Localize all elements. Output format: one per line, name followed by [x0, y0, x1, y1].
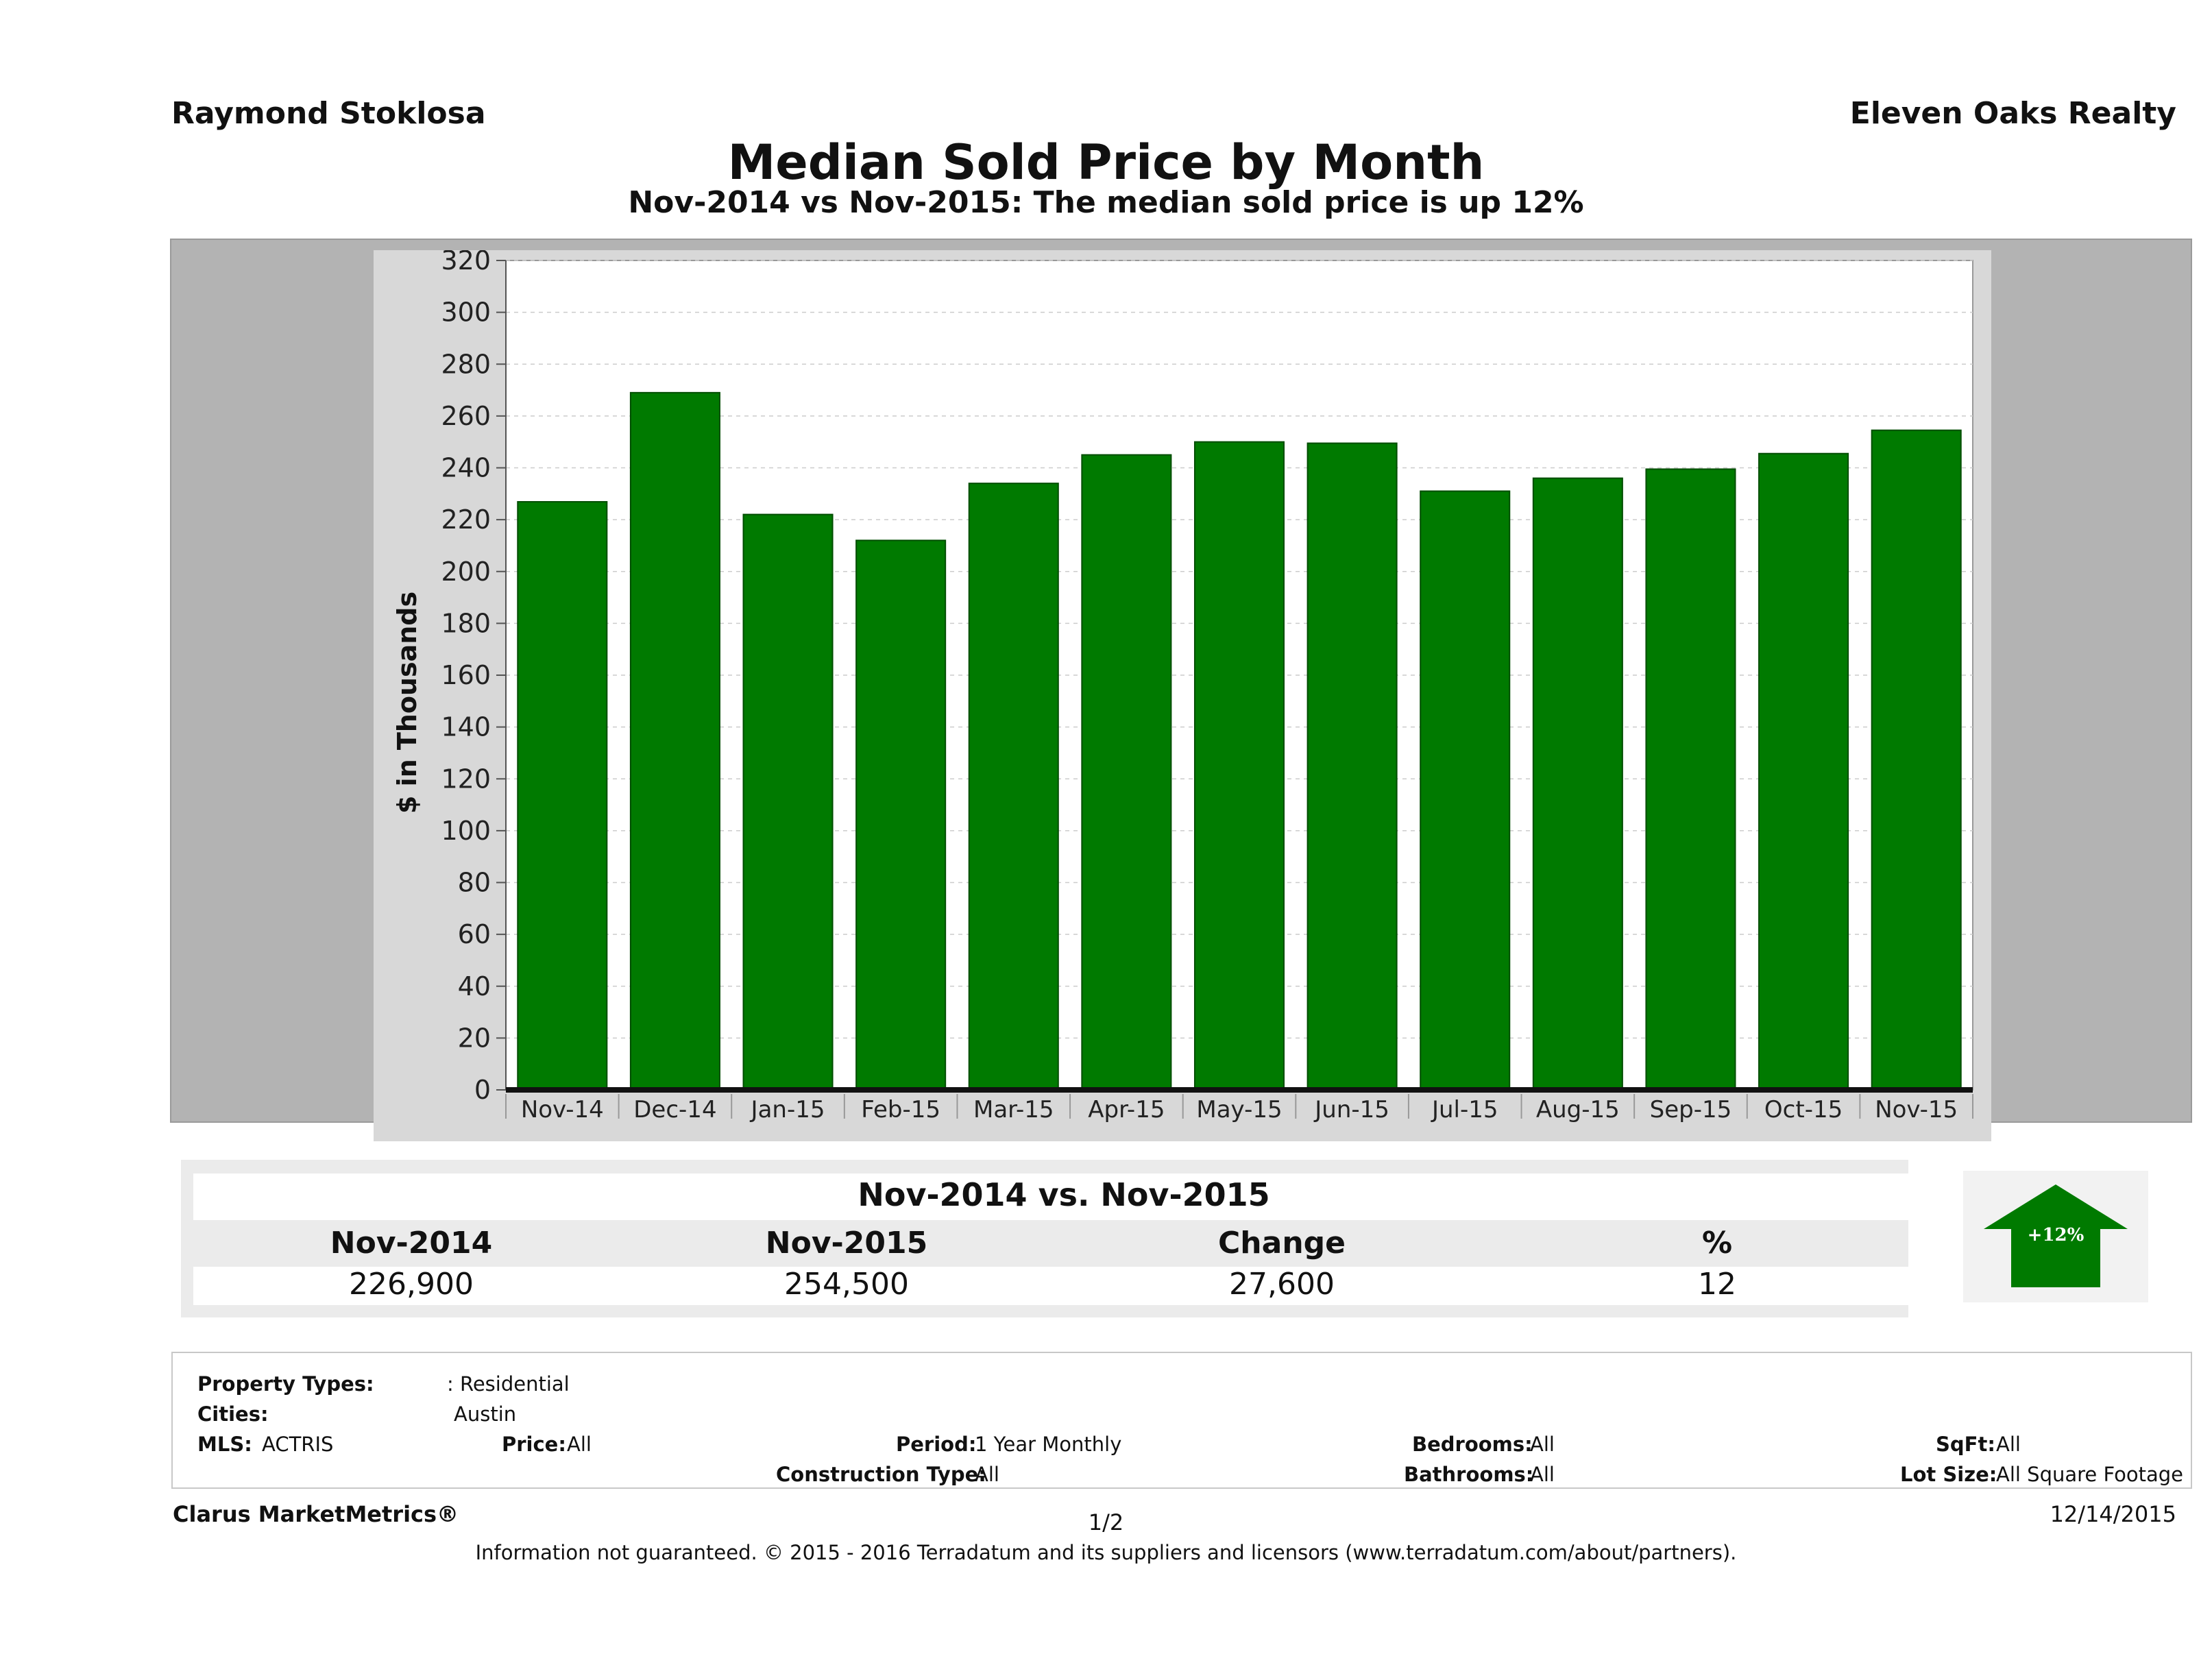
- change-badge-box: +12%: [1963, 1171, 2148, 1302]
- x-tick-label: Oct-15: [1764, 1096, 1843, 1123]
- x-tick-label: Mar-15: [973, 1096, 1054, 1123]
- x-tick-label: Jan-15: [750, 1096, 825, 1123]
- y-tick-label: 180: [441, 608, 491, 638]
- agent-name: Raymond Stoklosa: [171, 96, 486, 131]
- x-tick-label: Aug-15: [1536, 1096, 1620, 1123]
- y-tick-label: 320: [441, 250, 491, 276]
- y-tick-label: 280: [441, 349, 491, 379]
- cities-value: Austin: [454, 1402, 517, 1426]
- bar-aug-15: [1532, 477, 1623, 1091]
- up-arrow-icon: +12%: [1984, 1184, 2128, 1287]
- summary-heading-row: [193, 1174, 1934, 1220]
- bar-mar-15: [968, 483, 1059, 1091]
- lot-size-label: Lot Size:: [1900, 1463, 1997, 1486]
- x-tick-label: Apr-15: [1088, 1096, 1165, 1123]
- product-name: Clarus MarketMetrics®: [173, 1501, 459, 1527]
- y-tick-label: 120: [441, 764, 491, 794]
- summary-col-change: Change: [1218, 1226, 1346, 1261]
- summary-col-percent: %: [1701, 1226, 1733, 1261]
- y-tick-label: 240: [441, 453, 491, 483]
- x-tick-label: Sep-15: [1650, 1096, 1732, 1123]
- bedrooms-label: Bedrooms:: [1412, 1433, 1533, 1456]
- construction-value: All: [975, 1463, 999, 1486]
- bar-jul-15: [1420, 490, 1511, 1091]
- bar-jan-15: [742, 513, 834, 1091]
- chart-subtitle: Nov-2014 vs Nov-2015: The median sold pr…: [628, 185, 1584, 220]
- bar-oct-15: [1758, 452, 1849, 1091]
- summary-col-start: Nov-2014: [330, 1226, 493, 1261]
- period-value: 1 Year Monthly: [975, 1433, 1122, 1456]
- y-tick-label: 140: [441, 712, 491, 742]
- y-tick-label: 0: [474, 1075, 491, 1105]
- bathrooms-value: All: [1530, 1463, 1555, 1486]
- bar-feb-15: [855, 539, 947, 1091]
- property-types-label: Property Types:: [197, 1372, 374, 1396]
- y-tick-label: 160: [441, 660, 491, 690]
- x-tick-label: May-15: [1196, 1096, 1282, 1123]
- x-tick-label: Nov-14: [521, 1096, 604, 1123]
- bar-may-15: [1193, 441, 1285, 1091]
- x-tick-label: Jul-15: [1431, 1096, 1498, 1123]
- y-tick-label: 60: [458, 919, 491, 949]
- summary-value-end: 254,500: [784, 1267, 909, 1302]
- brokerage-name: Eleven Oaks Realty: [1849, 96, 2176, 131]
- sqft-label: SqFt:: [1936, 1433, 1995, 1456]
- summary-value-percent: 12: [1698, 1267, 1736, 1302]
- bar-sep-15: [1645, 468, 1736, 1091]
- bedrooms-value: All: [1530, 1433, 1555, 1456]
- construction-label: Construction Type:: [776, 1463, 986, 1486]
- y-tick-label: 80: [458, 868, 491, 898]
- property-types-value: : Residential: [447, 1372, 570, 1396]
- summary-value-start: 226,900: [349, 1267, 474, 1302]
- price-value: All: [567, 1433, 592, 1456]
- price-label: Price:: [502, 1433, 566, 1456]
- sqft-value: All: [1996, 1433, 2021, 1456]
- y-tick-label: 20: [458, 1023, 491, 1053]
- report-date: 12/14/2015: [2050, 1501, 2176, 1527]
- x-tick-label: Nov-15: [1875, 1096, 1958, 1123]
- y-tick-label: 220: [441, 504, 491, 535]
- bar-jun-15: [1306, 442, 1398, 1091]
- summary-heading: Nov-2014 vs. Nov-2015: [858, 1176, 1270, 1213]
- x-tick-label: Dec-14: [633, 1096, 716, 1123]
- period-label: Period:: [896, 1433, 977, 1456]
- y-tick-label: 100: [441, 816, 491, 846]
- x-tick-label: Jun-15: [1313, 1096, 1389, 1123]
- mls-label: MLS:: [197, 1433, 252, 1456]
- y-tick-label: 200: [441, 557, 491, 587]
- y-tick-label: 300: [441, 297, 491, 328]
- mls-value: ACTRIS: [262, 1433, 334, 1456]
- lot-size-value: All Square Footage: [1996, 1463, 2184, 1486]
- bar-nov-15: [1871, 429, 1962, 1091]
- chart-title: Median Sold Price by Month: [727, 134, 1485, 191]
- page-number: 1/2: [1088, 1509, 1124, 1535]
- summary-value-change: 27,600: [1229, 1267, 1335, 1302]
- bathrooms-label: Bathrooms:: [1404, 1463, 1534, 1486]
- filters-panel: Property Types: : Residential Cities: Au…: [171, 1352, 2192, 1489]
- y-tick-label: 260: [441, 401, 491, 431]
- bar-apr-15: [1081, 454, 1172, 1091]
- disclaimer: Information not guaranteed. © 2015 - 201…: [475, 1541, 1737, 1564]
- summary-values-row: [193, 1267, 1934, 1305]
- y-tick-label: 40: [458, 971, 491, 1001]
- change-badge-label: +12%: [2028, 1225, 2085, 1245]
- bar-chart: 0 20 40 60 80 100 120 140 160 180 200 220 240 260 280 3…: [392, 250, 1973, 1123]
- y-axis-title: $ in Thousands: [392, 592, 422, 814]
- x-tick-label: Feb-15: [861, 1096, 940, 1123]
- summary-col-end: Nov-2015: [765, 1226, 928, 1261]
- bar-dec-14: [629, 391, 720, 1091]
- cities-label: Cities:: [197, 1402, 269, 1426]
- bar-nov-14: [517, 501, 608, 1091]
